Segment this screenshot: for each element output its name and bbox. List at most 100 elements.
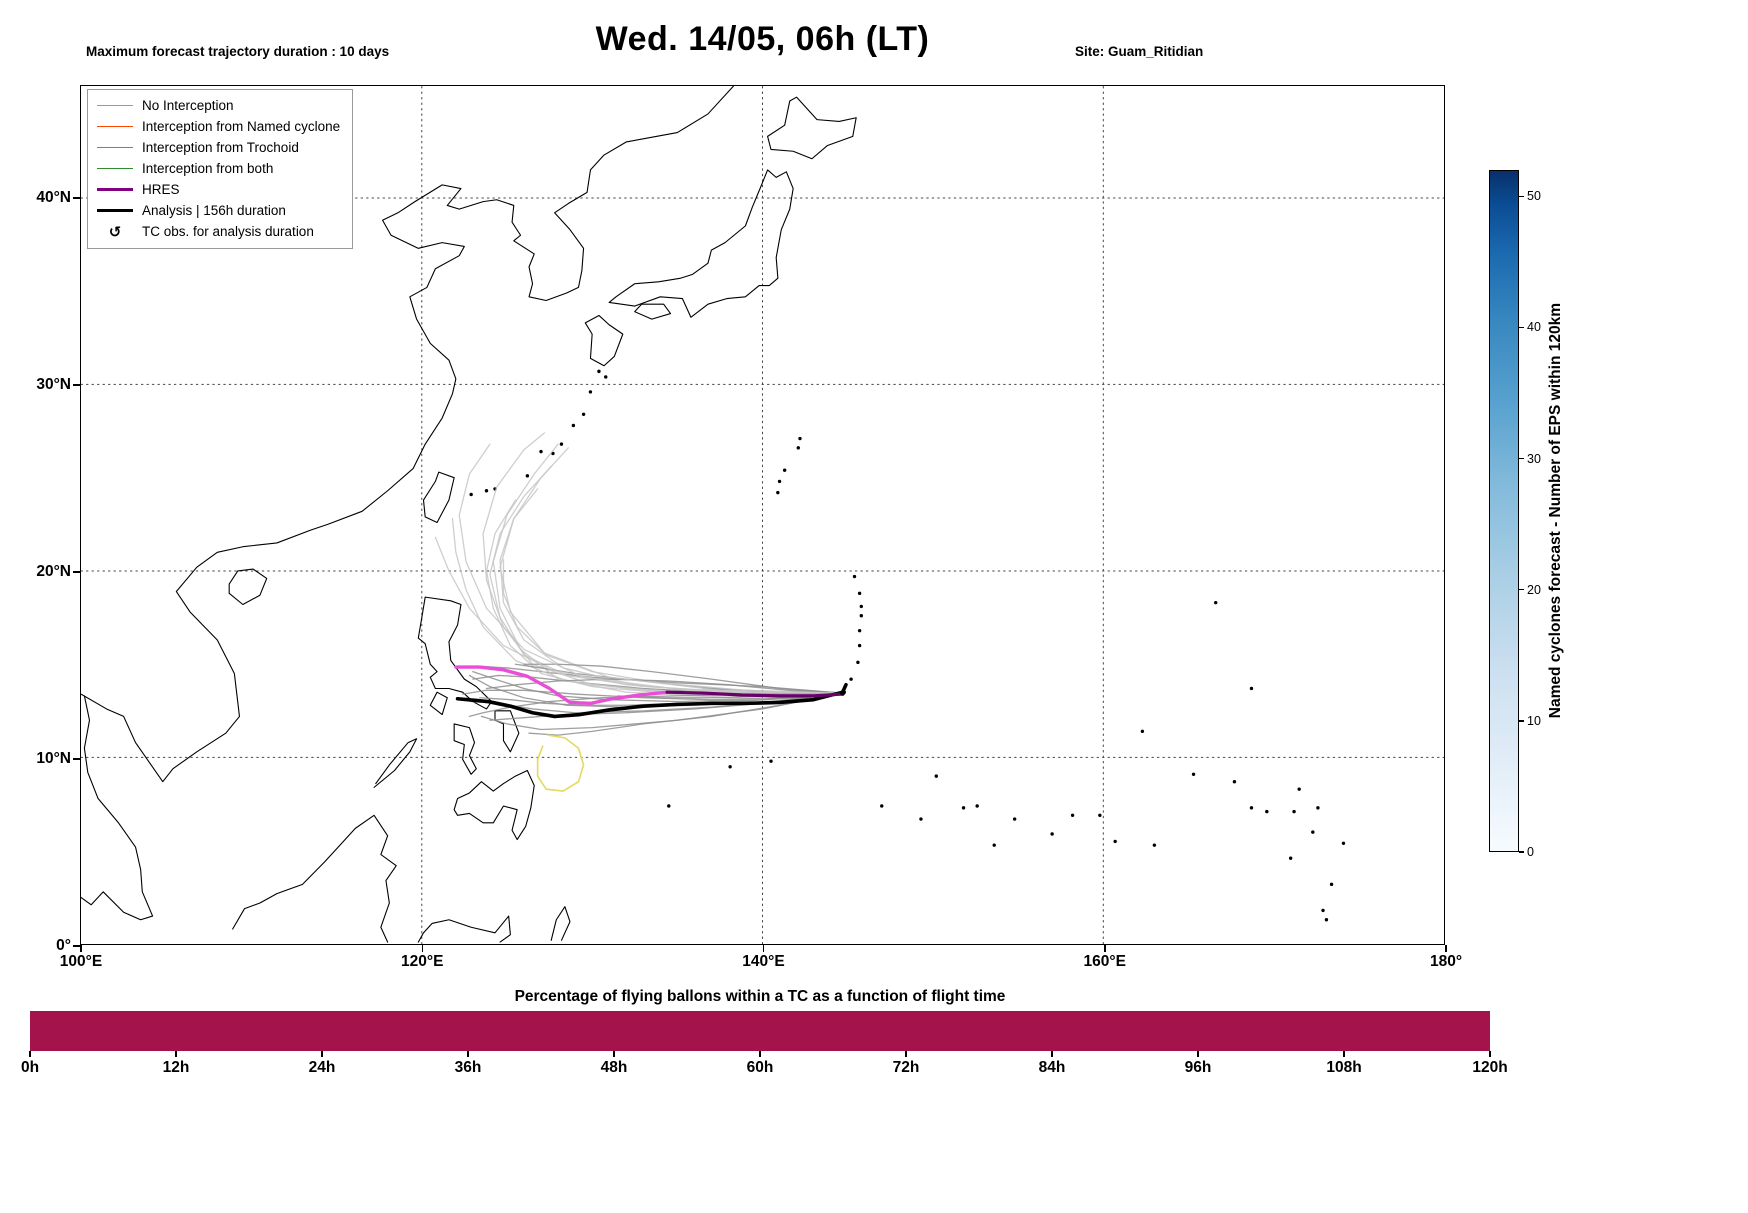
bottom-tick-label: 60h [746,1059,774,1076]
max-duration-line: Maximum forecast trajectory duration : 1… [86,43,390,59]
legend-line [97,126,133,127]
island-dot [880,804,884,808]
island-dot [1113,839,1117,844]
bottom-tick-mark [321,1051,323,1057]
x-tick-mark [1445,945,1447,952]
coastline-hainan [228,568,268,606]
island-dot [1050,832,1054,836]
island-dot [588,390,593,394]
x-tick-mark [80,945,82,952]
island-dot [1311,830,1315,834]
island-dot [857,643,862,648]
ensemble-track [482,432,844,697]
bottom-tick-label: 96h [1184,1059,1212,1076]
island-dot [1288,856,1293,860]
legend-line-swatch [97,188,133,191]
island-dot [856,660,860,665]
island-dot [604,375,608,379]
colorbar-tick-mark [1519,195,1524,197]
coastline-luzon [417,596,493,710]
island-dot [769,759,773,763]
legend-label: Interception from Named cyclone [142,119,341,134]
island-dot [919,817,923,821]
colorbar [1489,170,1519,852]
y-tick-mark [73,758,81,760]
ensemble-track [461,689,844,701]
coastline-malay-peninsula [81,695,154,921]
bottom-tick-mark [613,1051,615,1057]
bottom-tick-label: 108h [1326,1059,1362,1076]
island-dot [1012,817,1017,821]
bottom-tick-label: 36h [454,1059,482,1076]
cyclone-obs-symbol: ↺ [108,223,122,241]
hres-track-west [454,665,669,706]
bottom-tick-label: 120h [1472,1059,1508,1076]
trajectory-map [81,86,1444,944]
colorbar-tick-mark [1519,457,1524,460]
bottom-tick-label: 72h [892,1059,920,1076]
bottom-tick-mark [1343,1051,1345,1057]
legend-line [97,209,133,212]
island-dot [559,442,564,446]
island-dot [1316,806,1320,810]
y-tick-mark [73,571,81,573]
hres-track-east [665,690,845,698]
ensemble-track [485,678,844,694]
x-tick-mark [1104,945,1106,952]
coastline-asia-mainland [81,86,735,783]
island-dot [1191,772,1196,776]
island-dot [728,765,732,769]
coastline-shikoku [634,303,672,320]
island-dot [1324,918,1329,922]
colorbar-tick-label: 50 [1527,189,1541,204]
island-dot [667,804,671,808]
ensemble-track [434,536,844,694]
island-dot [484,489,489,493]
coastline-palawan [373,738,418,788]
island-dot [539,449,543,454]
y-tick-label: 10°N [36,750,71,768]
colorbar-tick-mark [1519,720,1524,722]
x-tick-label: 120°E [401,953,444,970]
legend-item: No Interception [97,95,340,116]
x-tick-label: 180° [1429,953,1463,970]
bottom-tick-mark [467,1051,469,1057]
coastline-halmahera [550,906,571,941]
island-dot [525,474,530,478]
bottom-tick-mark [1197,1051,1199,1057]
y-tick-label: 40°N [36,189,71,207]
x-tick-label: 140°E [742,953,785,970]
bottom-tick-label: 84h [1038,1059,1066,1076]
bottom-tick-mark [29,1051,31,1057]
trochoid-track [536,734,585,792]
site-line: Site: Guam_Ritidian [1075,43,1204,59]
bottom-tick-label: 24h [308,1059,336,1076]
x-tick-mark [762,945,765,952]
bottom-tick-label: 0h [20,1059,40,1076]
colorbar-label: Named cyclones forecast - Number of EPS … [1547,303,1564,719]
colorbar-tick-label: 40 [1527,320,1541,335]
ensemble-track [480,692,844,731]
coastline-taiwan [422,471,455,524]
colorbar-tick-mark [1519,326,1524,329]
ensemble-track [489,465,844,694]
ensemble-track [528,692,844,736]
island-dot [1152,843,1157,847]
bottom-chart-title: Percentage of flying ballons within a TC… [514,988,1006,1005]
island-dot [581,412,586,416]
island-dot [1265,809,1269,814]
colorbar-tick-label: 0 [1527,845,1534,859]
legend-label: Interception from Trochoid [142,140,299,155]
island-dot [571,423,576,428]
island-dot [1321,908,1325,913]
island-dot [934,774,938,778]
colorbar-tick-label: 20 [1527,582,1541,597]
island-dot [1249,806,1254,810]
legend-item: Analysis | 156h duration [97,200,340,221]
island-dot [857,591,862,596]
y-tick-label: 30°N [36,376,71,394]
island-dot [1329,882,1334,887]
island-dot [597,369,601,374]
island-dot [852,574,857,579]
legend-line [97,168,133,169]
